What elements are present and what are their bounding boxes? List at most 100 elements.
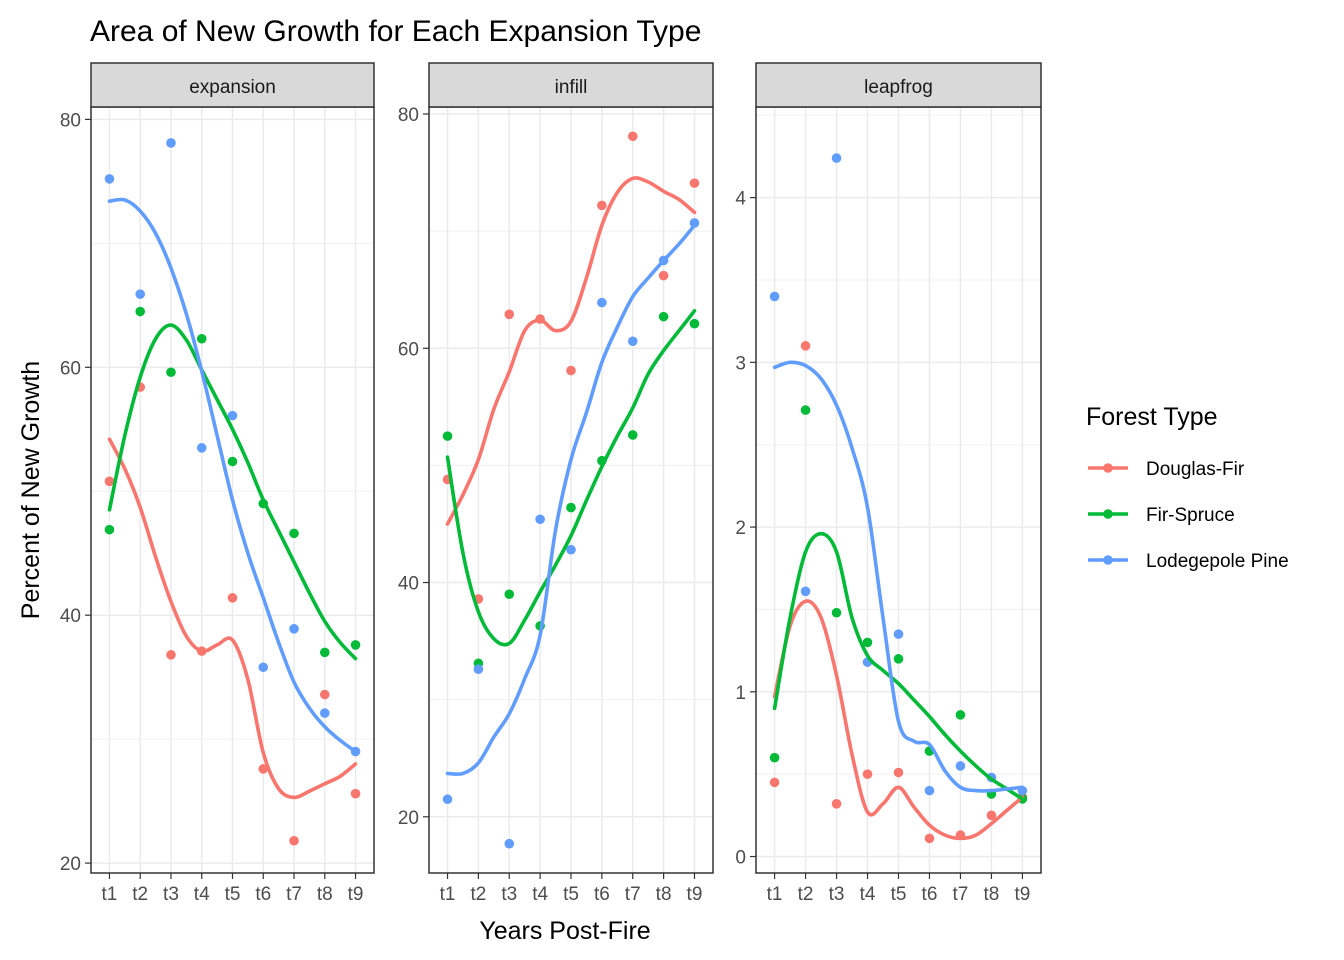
point-lodegepole-pine xyxy=(627,336,638,347)
point-douglas-fir xyxy=(689,178,700,188)
point-fir-spruce xyxy=(955,710,966,720)
y-tick-label: 20 xyxy=(60,854,81,875)
x-tick-label: t8 xyxy=(984,884,1000,905)
y-tick-label: 60 xyxy=(398,339,419,360)
y-tick-label: 60 xyxy=(60,358,81,379)
point-douglas-fir xyxy=(831,799,842,809)
legend-label: Lodegepole Pine xyxy=(1146,551,1289,572)
point-lodegepole-pine xyxy=(166,138,176,148)
y-tick-label: 40 xyxy=(398,574,419,595)
y-tick-label: 80 xyxy=(60,110,81,131)
point-douglas-fir xyxy=(289,835,299,846)
legend-key-point xyxy=(1103,555,1113,565)
x-tick-label: t5 xyxy=(891,884,907,905)
x-tick-label: t9 xyxy=(687,884,703,905)
point-douglas-fir xyxy=(227,593,238,603)
x-tick-label: t8 xyxy=(317,884,333,905)
point-douglas-fir xyxy=(924,833,935,844)
point-lodegepole-pine xyxy=(319,708,330,718)
series-group xyxy=(442,131,700,849)
point-fir-spruce xyxy=(166,367,176,378)
strip-label: expansion xyxy=(189,77,276,98)
chart-title: Area of New Growth for Each Expansion Ty… xyxy=(90,15,701,48)
point-douglas-fir xyxy=(862,769,873,779)
smooth-line-fir-spruce xyxy=(772,531,1025,801)
x-tick-label: t2 xyxy=(132,884,148,905)
x-tick-label: t1 xyxy=(767,884,783,905)
point-lodegepole-pine xyxy=(955,761,966,771)
point-fir-spruce xyxy=(442,431,453,441)
x-tick-label: t2 xyxy=(470,884,486,905)
legend-key-point xyxy=(1103,463,1113,473)
point-lodegepole-pine xyxy=(566,544,576,555)
point-fir-spruce xyxy=(769,752,780,763)
x-tick-label: t5 xyxy=(225,884,241,905)
point-douglas-fir xyxy=(597,200,607,211)
legend: Forest Type Douglas-Fir Fir-Spruce Lodegep… xyxy=(1086,403,1289,572)
point-fir-spruce xyxy=(135,306,146,317)
smooth-line-fir-spruce xyxy=(445,309,697,647)
x-tick-label: t9 xyxy=(348,884,364,905)
point-fir-spruce xyxy=(196,333,207,344)
point-lodegepole-pine xyxy=(442,794,453,805)
x-tick-label: t7 xyxy=(286,884,302,905)
point-douglas-fir xyxy=(319,689,330,700)
point-douglas-fir xyxy=(986,810,997,821)
panel-infill: 20 40 60 80 t1 t2 t3 t4 t5 t6 t7 t8 t9 infill xyxy=(398,62,714,905)
point-lodegepole-pine xyxy=(289,624,299,634)
legend-item-douglas-fir: Douglas-Fir xyxy=(1088,459,1245,480)
point-lodegepole-pine xyxy=(473,664,484,675)
y-tick-label: 3 xyxy=(735,353,746,374)
point-douglas-fir xyxy=(350,788,361,799)
x-tick-label: t5 xyxy=(563,884,579,905)
legend-label: Fir-Spruce xyxy=(1146,505,1235,526)
smooth-line-lodegepole-pine xyxy=(445,223,697,776)
point-douglas-fir xyxy=(658,270,669,281)
point-fir-spruce xyxy=(658,311,669,322)
point-fir-spruce xyxy=(862,637,873,648)
smooth-line-lodegepole-pine xyxy=(107,197,358,754)
point-fir-spruce xyxy=(893,654,904,664)
point-fir-spruce xyxy=(627,430,638,440)
point-fir-spruce xyxy=(289,528,299,539)
x-tick-label: t7 xyxy=(625,884,641,905)
legend-label: Douglas-Fir xyxy=(1146,459,1245,480)
point-lodegepole-pine xyxy=(597,297,607,308)
x-tick-label: t9 xyxy=(1014,884,1030,905)
point-lodegepole-pine xyxy=(689,218,700,228)
point-douglas-fir xyxy=(258,764,269,774)
x-tick-label: t4 xyxy=(860,884,876,905)
y-axis-title: Percent of New Growth xyxy=(17,361,45,619)
x-tick-label: t2 xyxy=(798,884,814,905)
point-lodegepole-pine xyxy=(924,785,935,796)
point-lodegepole-pine xyxy=(504,838,515,849)
legend-item-lodegepole-pine: Lodegepole Pine xyxy=(1088,551,1289,572)
point-fir-spruce xyxy=(566,502,576,513)
strip-label: leapfrog xyxy=(864,77,933,98)
y-tick-label: 1 xyxy=(735,683,746,704)
point-fir-spruce xyxy=(689,318,700,329)
point-douglas-fir xyxy=(800,341,811,351)
strip-label: infill xyxy=(555,77,588,98)
point-douglas-fir xyxy=(566,365,576,376)
point-lodegepole-pine xyxy=(135,289,146,299)
point-lodegepole-pine xyxy=(800,586,811,597)
legend-title: Forest Type xyxy=(1086,403,1218,431)
series-group xyxy=(104,138,361,846)
point-douglas-fir xyxy=(166,650,176,660)
point-fir-spruce xyxy=(350,640,361,650)
y-tick-label: 2 xyxy=(735,518,746,539)
x-tick-label: t4 xyxy=(194,884,210,905)
point-fir-spruce xyxy=(227,456,238,467)
smooth-line-douglas-fir xyxy=(772,599,1025,841)
point-fir-spruce xyxy=(504,589,515,600)
x-tick-label: t1 xyxy=(102,884,118,905)
point-lodegepole-pine xyxy=(769,291,780,302)
smooth-line-douglas-fir xyxy=(107,437,358,800)
point-lodegepole-pine xyxy=(893,629,904,639)
point-lodegepole-pine xyxy=(227,410,238,421)
point-fir-spruce xyxy=(831,607,842,618)
x-tick-label: t1 xyxy=(440,884,456,905)
